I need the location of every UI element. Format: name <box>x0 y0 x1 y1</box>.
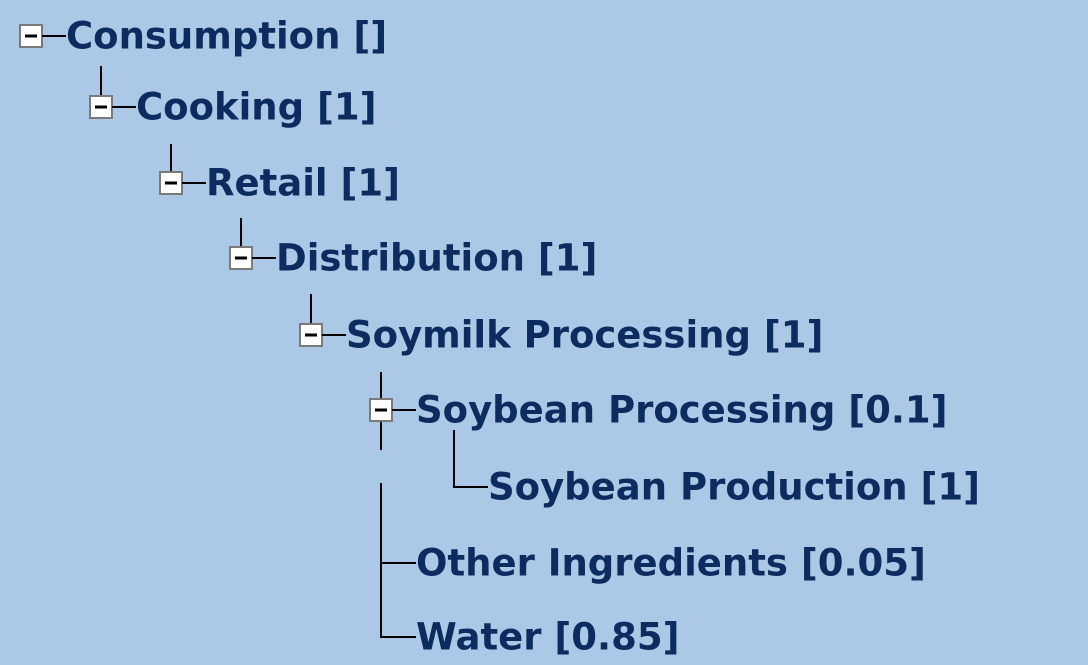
node-label[interactable]: Consumption [] <box>66 15 387 58</box>
node-label[interactable]: Distribution [1] <box>276 237 597 280</box>
connectors <box>100 66 488 638</box>
node-label[interactable]: Cooking [1] <box>136 86 377 129</box>
node-label[interactable]: Soybean Production [1] <box>488 466 980 509</box>
node-label[interactable]: Other Ingredients [0.05] <box>416 542 926 585</box>
node-label[interactable]: Soybean Processing [0.1] <box>416 389 948 432</box>
nodes: Consumption [] Cooking [1] Retail [1] Distr… <box>19 15 980 659</box>
node-label[interactable]: Water [0.85] <box>416 616 679 659</box>
node-label[interactable]: Retail [1] <box>206 162 400 205</box>
node-label[interactable]: Soymilk Processing [1] <box>346 314 823 357</box>
